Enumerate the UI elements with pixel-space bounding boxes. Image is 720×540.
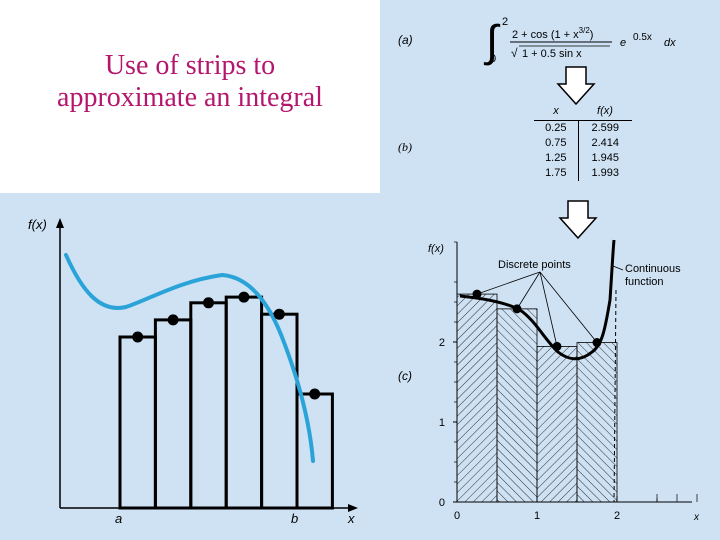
numerator-exponent: 3/2 xyxy=(579,26,591,35)
table-cell-fx: 1.993 xyxy=(591,167,620,179)
slide-title: Use of strips to approximate an integral xyxy=(0,50,380,114)
strip-point xyxy=(167,314,179,326)
table-header-row: x f(x) xyxy=(534,104,632,121)
panel-c-ticks: 0 1 2 0 1 2 xyxy=(439,241,698,522)
table-header-fx: f(x) xyxy=(597,105,613,117)
table-cell-x: 1.25 xyxy=(534,151,579,166)
strip-rect xyxy=(295,392,334,510)
sqrt-sign-icon: √ xyxy=(511,46,518,60)
y-tick-label: 2 xyxy=(439,337,445,349)
table-cell-x: 0.75 xyxy=(534,136,579,151)
x-tick-label: 1 xyxy=(534,510,540,522)
continuous-pointer xyxy=(612,265,624,271)
exp-power: 0.5x xyxy=(633,32,652,43)
discrete-point xyxy=(472,289,482,299)
discrete-points-label: Discrete points xyxy=(498,259,571,271)
exp-base: e xyxy=(620,37,626,49)
discrete-point xyxy=(512,304,522,314)
x-tick-label: 0 xyxy=(454,510,460,522)
left-y-arrow xyxy=(56,218,64,228)
left-x-label: x xyxy=(347,511,355,526)
integral-sign-icon: ∫ xyxy=(483,17,501,66)
y-tick-label: 1 xyxy=(439,417,445,429)
continuous-label-1: Continuous xyxy=(625,263,681,275)
discrete-pointer xyxy=(516,271,541,310)
continuous-label-2: function xyxy=(625,276,664,288)
x-tick-label: 2 xyxy=(614,510,620,522)
left-points xyxy=(132,291,321,400)
integral-upper-limit: 2 xyxy=(502,16,508,28)
hatched-strip xyxy=(576,342,618,503)
discrete-pointer xyxy=(476,271,541,295)
table-header-x: x xyxy=(553,105,559,117)
table-cell-fx: 2.414 xyxy=(591,137,620,149)
strip-point xyxy=(309,388,321,400)
table-cell-fx: 1.945 xyxy=(591,152,620,164)
panel-c-label: (c) xyxy=(398,369,412,383)
numerator-close: ) xyxy=(590,29,594,41)
table-cell-x: 0.25 xyxy=(534,121,579,136)
strip-rect xyxy=(224,295,264,510)
hatched-strip xyxy=(536,346,578,503)
panel-a-label: (a) xyxy=(398,33,413,47)
panel-c-pointers xyxy=(476,271,598,347)
strip-point xyxy=(238,291,250,303)
strip-rect xyxy=(189,301,228,510)
left-strip-plot: f(x) x a b xyxy=(28,217,358,526)
strip-point xyxy=(203,297,214,309)
left-y-label: f(x) xyxy=(28,217,47,232)
panel-b-label: (b) xyxy=(398,140,412,154)
panel-a-integral: (a) ∫ 2 0 2 + cos (1 + x3/2) √ 1 + 0.5 s… xyxy=(398,16,676,66)
discrete-pointer xyxy=(539,271,558,347)
left-b-label: b xyxy=(291,511,298,526)
panel-b: (b) x f(x) 0.25 2.599 0.75 2.414 1.25 1.… xyxy=(380,104,720,196)
integrand-denominator: 1 + 0.5 sin x xyxy=(522,48,582,60)
panel-c-y-label: f(x) xyxy=(428,243,444,255)
panel-c-points xyxy=(472,289,602,351)
hatched-strip xyxy=(456,293,498,503)
strip-rect xyxy=(260,312,299,510)
y-tick-label: 0 xyxy=(439,497,445,509)
discrete-pointer xyxy=(539,271,598,343)
table-row: 0.75 2.414 xyxy=(534,136,632,151)
title-line-1: Use of strips to xyxy=(104,50,276,81)
panel-c-plot: (c) f(x) x 0 1 2 0 1 2 Discrete points Contin… xyxy=(398,239,700,523)
strip-point xyxy=(273,308,285,320)
integral-lower-limit: 0 xyxy=(490,53,496,65)
table-row: 1.75 1.993 xyxy=(534,166,632,181)
left-x-arrow xyxy=(348,504,358,512)
down-arrow-1 xyxy=(556,66,596,106)
discrete-point xyxy=(552,341,562,351)
numerator-text: 2 + cos (1 + x xyxy=(512,29,579,41)
left-strips xyxy=(118,295,334,510)
left-continuous-curve xyxy=(64,253,315,463)
left-a-label: a xyxy=(115,511,122,526)
title-line-2: approximate an integral xyxy=(57,82,323,113)
table-row: 1.25 1.945 xyxy=(534,151,632,166)
panel-c-x-label: x xyxy=(693,512,700,523)
table-row: 0.25 2.599 xyxy=(534,121,632,136)
strip-point xyxy=(132,331,144,343)
table-cell-fx: 2.599 xyxy=(591,122,620,134)
table-cell-x: 1.75 xyxy=(534,166,579,181)
integrand-numerator: 2 + cos (1 + x3/2) xyxy=(512,26,593,41)
continuous-dashed-line xyxy=(613,289,617,503)
hatched-strip xyxy=(496,308,538,503)
dx-term: dx xyxy=(664,37,676,49)
strip-rect xyxy=(153,318,193,510)
discrete-point xyxy=(592,338,602,348)
down-arrow-2 xyxy=(558,200,598,240)
title-box: Use of strips to approximate an integral xyxy=(0,0,380,193)
strip-rect xyxy=(118,335,157,510)
data-table: x f(x) 0.25 2.599 0.75 2.414 1.25 1.945 … xyxy=(534,104,632,181)
